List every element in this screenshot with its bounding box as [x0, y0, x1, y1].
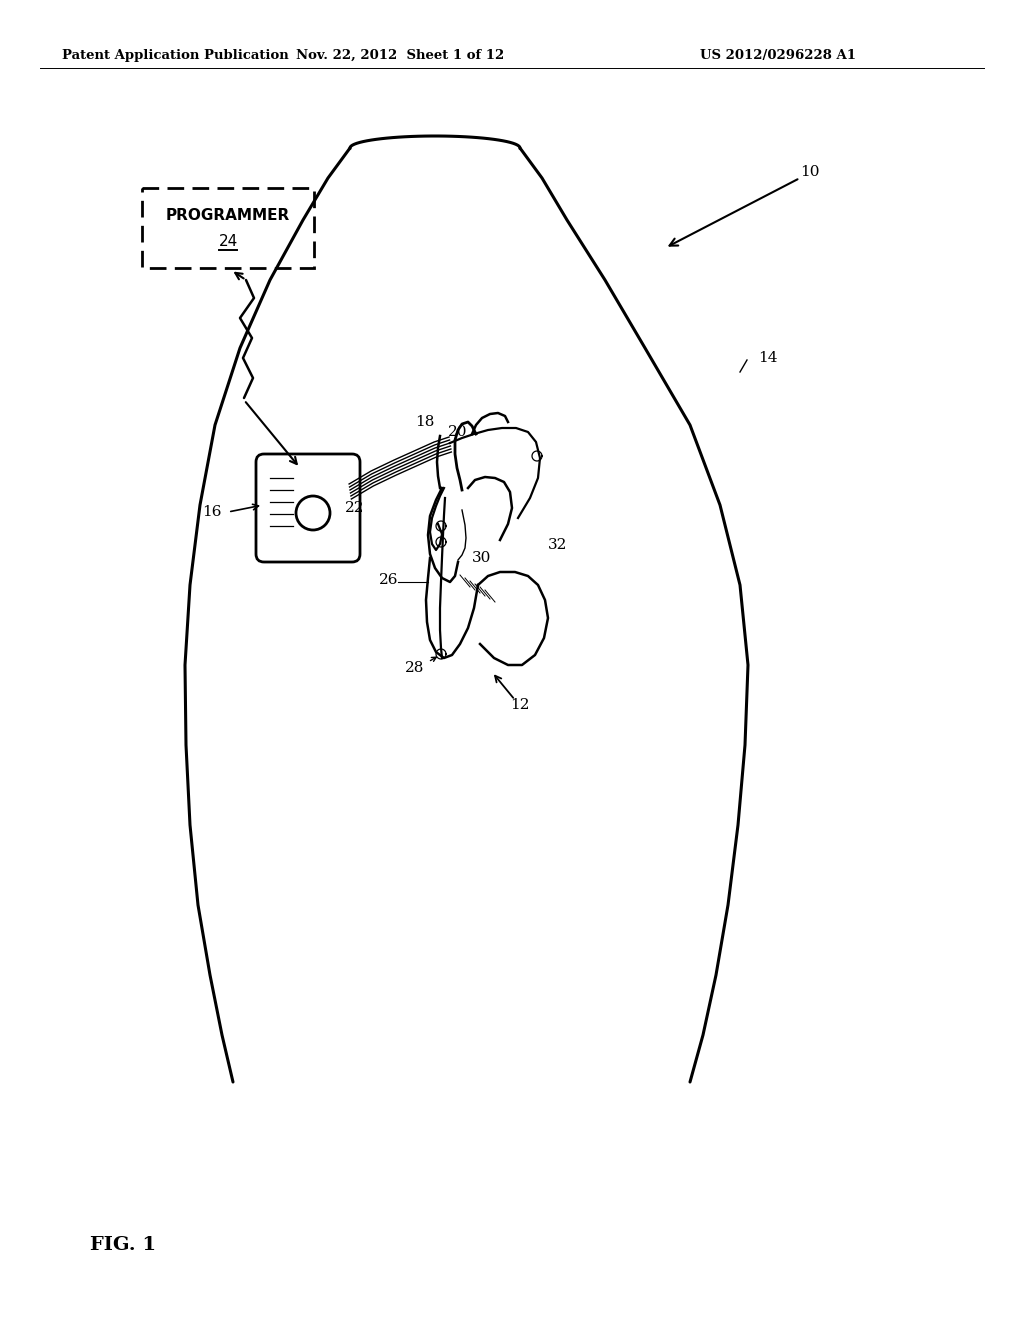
Text: Nov. 22, 2012  Sheet 1 of 12: Nov. 22, 2012 Sheet 1 of 12 [296, 49, 504, 62]
Text: FIG. 1: FIG. 1 [90, 1236, 156, 1254]
Text: US 2012/0296228 A1: US 2012/0296228 A1 [700, 49, 856, 62]
Text: 32: 32 [548, 539, 567, 552]
Text: 24: 24 [218, 235, 238, 249]
Text: 10: 10 [800, 165, 819, 180]
Text: 18: 18 [416, 414, 434, 429]
Text: 14: 14 [758, 351, 777, 366]
FancyBboxPatch shape [256, 454, 360, 562]
Text: 12: 12 [510, 698, 529, 711]
Text: 28: 28 [406, 661, 425, 675]
Text: 26: 26 [379, 573, 398, 587]
Text: PROGRAMMER: PROGRAMMER [166, 207, 290, 223]
Text: Patent Application Publication: Patent Application Publication [62, 49, 289, 62]
Text: 20: 20 [449, 425, 468, 440]
Text: 22: 22 [345, 502, 365, 515]
Text: 16: 16 [203, 506, 222, 519]
FancyBboxPatch shape [142, 187, 314, 268]
Text: 30: 30 [472, 550, 492, 565]
